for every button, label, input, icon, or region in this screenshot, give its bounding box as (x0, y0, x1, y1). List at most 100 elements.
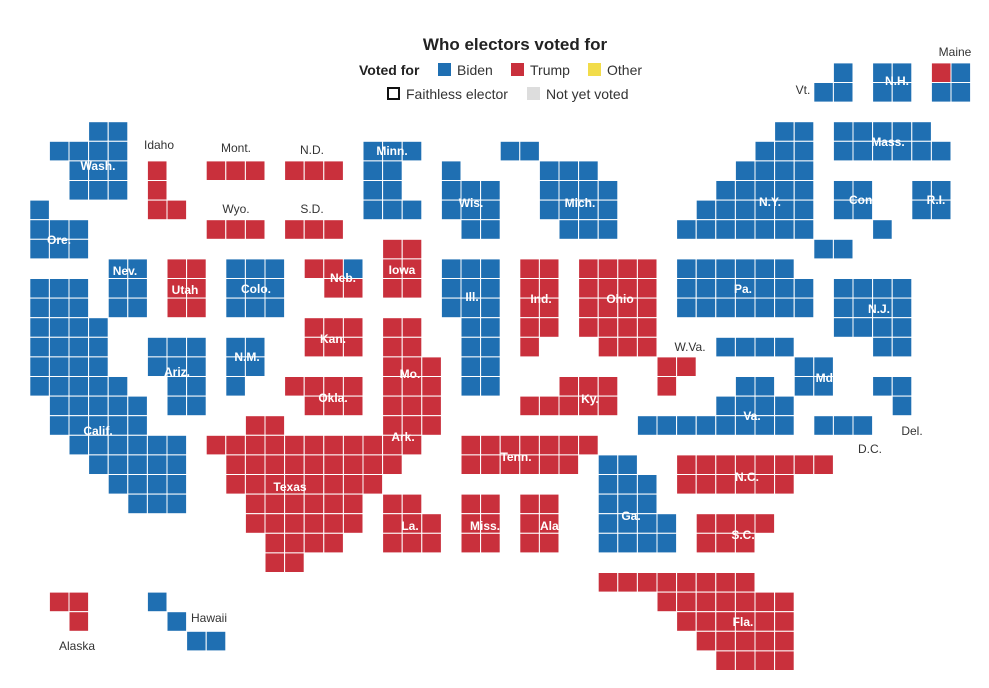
elector-cell (323, 513, 344, 534)
elector-cell (754, 513, 776, 534)
elector-cell (578, 297, 599, 319)
elector-cell (656, 572, 678, 593)
elector-cell (872, 336, 893, 358)
state-label-idaho: Idaho (144, 138, 174, 152)
elector-cell (891, 82, 913, 103)
elector-cell (793, 121, 815, 142)
elector-cell (656, 356, 678, 377)
elector-cell (930, 199, 952, 221)
elector-cell (656, 513, 678, 534)
elector-cell (127, 278, 148, 299)
elector-cell (68, 356, 90, 377)
elector-cell (793, 160, 815, 181)
state-label-nh: N.H. (885, 74, 909, 88)
elector-cell (558, 219, 580, 240)
elector-cell (264, 552, 286, 574)
elector-cell (146, 199, 168, 221)
elector-cell (891, 395, 913, 417)
elector-cell (401, 493, 423, 515)
elector-cell (264, 493, 286, 515)
state-kan (303, 317, 364, 358)
elector-cell (244, 513, 266, 534)
elector-cell (930, 62, 952, 84)
elector-cell (107, 454, 129, 475)
elector-cell (48, 140, 70, 162)
state-label-minn: Minn. (376, 144, 407, 158)
elector-cell (323, 454, 344, 475)
state-wva (656, 356, 697, 397)
elector-cell (186, 376, 207, 397)
elector-cell (636, 317, 658, 338)
state-ore (29, 199, 90, 260)
elector-cell (715, 297, 736, 319)
elector-cell (695, 415, 717, 436)
state-va (636, 376, 795, 436)
state-label-nj: N.J. (868, 302, 890, 316)
state-miss (460, 493, 501, 554)
elector-cell (225, 434, 246, 456)
elector-cell (303, 532, 325, 554)
state-conn (832, 180, 893, 240)
state-label-mich: Mich. (565, 196, 596, 210)
elector-cell (88, 317, 109, 338)
elector-cell (68, 140, 90, 162)
state-wis (440, 160, 501, 240)
elector-cell (323, 160, 344, 181)
state-utah (166, 258, 207, 319)
elector-cell (362, 160, 384, 181)
elector-cell (440, 278, 462, 299)
elector-cell (244, 219, 266, 240)
elector-cell (460, 454, 482, 475)
elector-cell (519, 258, 540, 279)
elector-cell (68, 278, 90, 299)
elector-cell (597, 572, 619, 593)
elector-cell (538, 532, 560, 554)
elector-cell (382, 395, 403, 417)
elector-cell (421, 532, 442, 554)
elector-cell (734, 630, 756, 652)
elector-cell (382, 513, 403, 534)
elector-cell (636, 278, 658, 299)
state-label-la: La. (401, 519, 418, 533)
elector-cell (362, 454, 384, 475)
elector-cell (832, 82, 854, 103)
elector-cell (401, 395, 423, 417)
elector-cell (166, 611, 188, 632)
state-alaska (48, 591, 90, 632)
elector-cell (88, 121, 109, 142)
elector-cell (519, 336, 540, 358)
elector-cell (519, 532, 540, 554)
state-label-sc: S.C. (731, 528, 754, 542)
elector-cell (225, 219, 246, 240)
elector-cell (597, 474, 619, 495)
elector-cell (813, 376, 834, 397)
state-ny (676, 121, 854, 260)
elector-cell (107, 278, 129, 299)
elector-cell (480, 219, 501, 240)
elector-cell (852, 317, 874, 338)
elector-cell (284, 434, 305, 456)
elector-cell (88, 336, 109, 358)
state-idaho (146, 160, 188, 221)
elector-cell (558, 395, 580, 417)
state-label-mo: Mo. (400, 367, 421, 381)
elector-cell (48, 395, 70, 417)
elector-cell (166, 297, 188, 319)
elector-cell (538, 258, 560, 279)
elector-cell (734, 376, 756, 397)
elector-cell (793, 297, 815, 319)
elector-cell (382, 278, 403, 299)
elector-cell (813, 82, 834, 103)
elector-cell (127, 474, 148, 495)
elector-cell (911, 140, 932, 162)
elector-cell (88, 376, 109, 397)
elector-cell (166, 376, 188, 397)
elector-cell (460, 434, 482, 456)
elector-cell (244, 258, 266, 279)
elector-cell (460, 493, 482, 515)
elector-cell (578, 317, 599, 338)
elector-cell (793, 454, 815, 475)
elector-cell (734, 219, 756, 240)
elector-cell (146, 474, 168, 495)
state-la (382, 493, 442, 554)
